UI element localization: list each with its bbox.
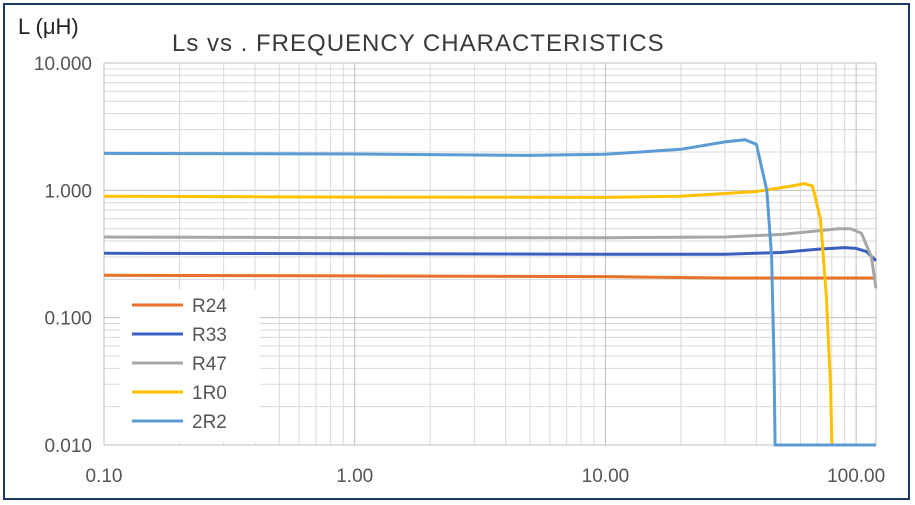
y-axis-label: L (μH) xyxy=(18,14,79,39)
legend-box xyxy=(120,290,260,442)
series-line-r33 xyxy=(103,246,878,262)
series-line-r47 xyxy=(103,227,878,289)
x-tick-label: 10.00 xyxy=(582,466,630,487)
x-tick-label: 0.10 xyxy=(86,466,123,487)
legend-label-2r2: 2R2 xyxy=(192,412,227,433)
chart-title: Ls vs . FREQUENCY CHARACTERISTICS xyxy=(172,30,665,57)
x-tick-label: 100.00 xyxy=(827,466,885,487)
series-line-r24 xyxy=(103,273,876,280)
series-lines xyxy=(103,138,878,447)
legend-label-1r0: 1R0 xyxy=(192,383,227,404)
chart-frame xyxy=(3,3,910,500)
legend: R24 R33 R47 1R0 2R2 xyxy=(120,290,260,442)
legend-label-r33: R33 xyxy=(192,325,227,346)
series-line-2r2 xyxy=(103,138,876,447)
y-tick-label: 10.000 xyxy=(34,54,92,75)
axis-ticks: 0.10 1.00 10.00 100.00 10.000 1.000 0.100 0.010 xyxy=(34,54,885,487)
series-line-1r0 xyxy=(103,182,876,447)
y-tick-label: 0.100 xyxy=(44,309,92,330)
y-tick-label: 1.000 xyxy=(44,181,92,202)
y-tick-label: 0.010 xyxy=(44,436,92,457)
legend-label-r24: R24 xyxy=(192,296,227,317)
x-tick-label: 1.00 xyxy=(336,466,373,487)
legend-label-r47: R47 xyxy=(192,354,227,375)
